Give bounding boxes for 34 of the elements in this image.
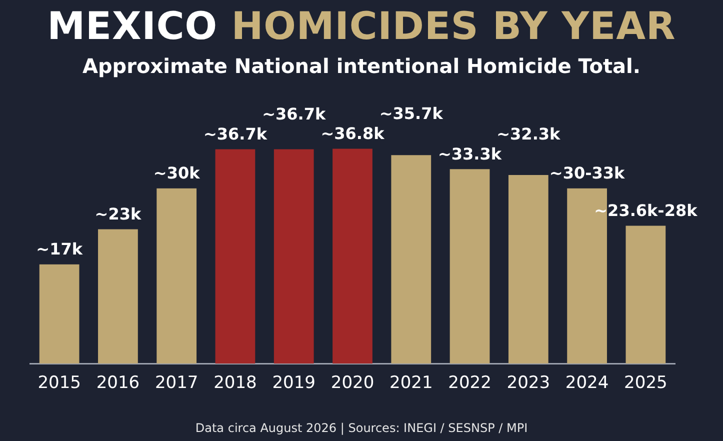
data-label: ~33.3k [438,144,502,164]
data-label: ~36.8k [320,124,385,143]
x-tick-label: 2019 [272,373,316,394]
chart-title: MEXICO HOMICIDES BY YEAR [47,4,676,48]
bar [274,149,314,364]
x-tick-label: 2017 [154,373,198,394]
data-label: ~23k [94,204,142,224]
data-label: ~35.7k [379,104,444,123]
data-label: ~32.3k [496,124,561,144]
text: Data circa August 2026 | Sources: INEGI / SESNSP / MPI [194,421,529,435]
x-tick-label: 2022 [448,373,492,394]
data-label: ~30k [153,164,200,183]
data-label: ~30-33k [549,164,626,183]
x-tick-label: 2018 [214,373,257,394]
x-tick-label: 2016 [96,373,140,394]
x-tick-label: 2025 [624,373,668,394]
x-tick-label: 2015 [38,373,81,394]
bar [215,149,256,364]
x-tick-label: 2021 [390,373,433,394]
data-label: ~17k [36,239,83,258]
x-tick-label: 2024 [565,373,609,394]
bar [508,174,548,364]
bar [391,155,432,364]
bar [450,169,490,364]
bar [626,226,666,364]
data-label: ~36.7k [262,104,326,124]
data-label: ~36.7k [203,124,268,144]
bar [156,188,197,364]
x-tick-label: 2023 [506,373,550,394]
x-tick-label: 2020 [330,373,374,394]
bar [98,229,138,364]
chart-subtitle: Approximate National intentional Homicide Total. [82,54,642,78]
bar [332,148,372,364]
bar [39,264,80,364]
